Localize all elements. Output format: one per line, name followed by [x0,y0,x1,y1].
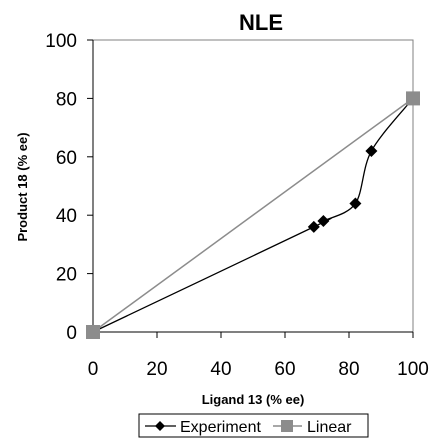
legend: Experiment Linear [138,413,369,438]
x-axis: 0 20 40 60 80 100 [88,331,429,380]
x-tick-label: 40 [210,359,231,380]
legend-box [138,413,369,438]
chart-title: NLE [239,10,283,35]
x-tick-label: 20 [146,359,167,380]
y-tick-label: 60 [56,148,77,169]
legend-linear-marker [281,420,293,432]
y-tick-label: 80 [56,89,77,110]
y-tick-label: 0 [66,323,77,344]
legend-linear-label: Linear [307,419,352,436]
x-tick-label: 0 [88,359,99,380]
x-tick-label: 60 [274,359,295,380]
y-tick-label: 20 [56,265,77,286]
y-tick-label: 100 [45,31,77,52]
y-axis: 0 20 40 60 80 100 [45,31,94,344]
linear-point [406,91,420,106]
x-tick-label: 100 [397,359,429,380]
plot-area [92,39,414,333]
linear-point [86,325,100,339]
series-layer [86,91,420,339]
experiment-point [365,144,378,157]
y-tick-label: 40 [56,206,77,227]
series-line-linear [92,97,414,333]
x-tick-label: 80 [338,359,359,380]
experiment-point [349,197,362,210]
legend-experiment-label: Experiment [180,419,261,436]
experiment-point [307,220,320,233]
legend-experiment-marker [155,421,165,431]
experiment-point [317,215,330,228]
x-axis-title: Ligand 13 (% ee) [202,392,305,407]
y-axis-title: Product 18 (% ee) [15,132,30,241]
